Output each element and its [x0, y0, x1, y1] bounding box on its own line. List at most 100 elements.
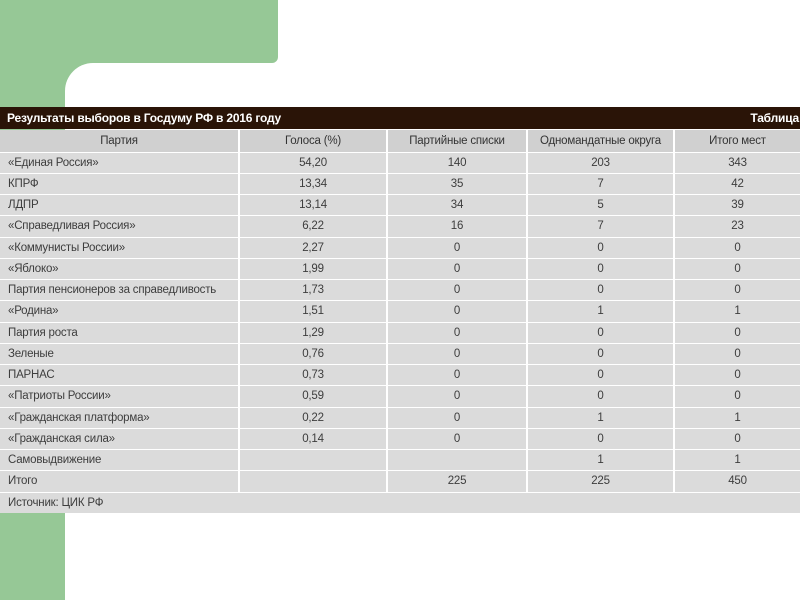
- cell-party: ЛДПР: [0, 195, 240, 216]
- green-accent-block: [0, 0, 278, 63]
- cell-votes-pct: 0,22: [240, 407, 388, 428]
- table-row: «Коммунисты России» 2,27 0 0 0: [0, 237, 800, 259]
- cell-party-lists: 0: [388, 258, 528, 279]
- cell-single-mandate: 1: [528, 407, 675, 428]
- cell-party: КПРФ: [0, 173, 240, 194]
- cell-single-mandate: 1: [528, 450, 675, 471]
- cell-party: Итого: [0, 471, 240, 492]
- cell-total-seats: 0: [734, 347, 741, 360]
- cell-party-lists: 0: [388, 428, 528, 449]
- source-label: Источник: ЦИК РФ: [8, 496, 104, 509]
- source-row: Источник: ЦИК РФ: [0, 492, 800, 513]
- cell-party-lists: [388, 450, 528, 471]
- cell-votes-pct: [240, 450, 388, 471]
- cell-single-mandate: 0: [528, 386, 675, 407]
- cell-total-seats: 42: [731, 177, 744, 190]
- cell-party-lists: 225: [388, 471, 528, 492]
- cell-total-seats: 0: [734, 241, 741, 254]
- cell-party-lists: 0: [388, 343, 528, 364]
- cell-votes-pct: 0,73: [240, 365, 388, 386]
- cell-single-mandate: 0: [528, 258, 675, 279]
- cell-party-lists: 0: [388, 280, 528, 301]
- cell-single-mandate: 7: [528, 173, 675, 194]
- cell-total-seats: 450: [728, 475, 747, 488]
- cell-total-seats: 1: [734, 305, 741, 318]
- cell-single-mandate: 0: [528, 322, 675, 343]
- cell-party-lists: 0: [388, 301, 528, 322]
- cell-single-mandate: 0: [528, 365, 675, 386]
- table-row: ЛДПР 13,14 34 5 39: [0, 195, 800, 217]
- cell-total-seats: 343: [728, 156, 747, 169]
- cell-party: «Яблоко»: [0, 258, 240, 279]
- cell-total-seats: 0: [734, 326, 741, 339]
- cell-votes-pct: 0,59: [240, 386, 388, 407]
- cell-party: Партия пенсионеров за справедливость: [0, 280, 240, 301]
- cell-votes-pct: 1,51: [240, 301, 388, 322]
- cell-total-seats: 1: [734, 454, 741, 467]
- cell-total-seats: 0: [734, 390, 741, 403]
- table-row: «Единая Россия» 54,20 140 203 343: [0, 152, 800, 174]
- cell-single-mandate: 1: [528, 301, 675, 322]
- table-row: «Справедливая Россия» 6,22 16 7 23: [0, 216, 800, 238]
- cell-total-seats: 0: [734, 369, 741, 382]
- cell-party-lists: 35: [388, 173, 528, 194]
- table-row: КПРФ 13,34 35 7 42: [0, 173, 800, 195]
- cell-total-seats: 0: [734, 284, 741, 297]
- cell-votes-pct: 0,14: [240, 428, 388, 449]
- cell-votes-pct: 1,29: [240, 322, 388, 343]
- cell-single-mandate: 225: [528, 471, 675, 492]
- table-title: Результаты выборов в Госдуму РФ в 2016 г…: [7, 111, 282, 125]
- cell-party-lists: 0: [388, 365, 528, 386]
- cell-total-seats: 0: [734, 432, 741, 445]
- cell-votes-pct: 1,73: [240, 280, 388, 301]
- table-row: Партия пенсионеров за справедливость 1,73…: [0, 280, 800, 302]
- cell-party-lists: 0: [388, 386, 528, 407]
- cell-party: Партия роста: [0, 322, 240, 343]
- table-row: «Родина» 1,51 0 1 1: [0, 301, 800, 323]
- cell-votes-pct: 13,14: [240, 195, 388, 216]
- table-row: Самовыдвижение 1 1: [0, 450, 800, 472]
- cell-party: «Родина»: [0, 301, 240, 322]
- cell-party-lists: 16: [388, 216, 528, 237]
- cell-votes-pct: 6,22: [240, 216, 388, 237]
- results-table: Результаты выборов в Госдуму РФ в 2016 г…: [0, 107, 800, 513]
- table-row: «Гражданская платформа» 0,22 0 1 1: [0, 407, 800, 429]
- cell-party: «Коммунисты России»: [0, 237, 240, 258]
- table-row: «Яблоко» 1,99 0 0 0: [0, 258, 800, 280]
- cell-party-lists: 140: [388, 152, 528, 173]
- cell-party-lists: 34: [388, 195, 528, 216]
- cell-votes-pct: 54,20: [240, 152, 388, 173]
- cell-single-mandate: 0: [528, 343, 675, 364]
- cell-votes-pct: [240, 471, 388, 492]
- column-header-votes-pct: Голоса (%): [240, 130, 388, 152]
- cell-votes-pct: 13,34: [240, 173, 388, 194]
- table-row: Зеленые 0,76 0 0 0: [0, 343, 800, 365]
- cell-total-seats: 0: [734, 262, 741, 275]
- table-body: «Единая Россия» 54,20 140 203 343 КПРФ 13,34 35…: [0, 152, 800, 493]
- table-title-bar: Результаты выборов в Госдуму РФ в 2016 г…: [0, 107, 800, 129]
- cell-single-mandate: 0: [528, 237, 675, 258]
- column-header-single-mandate: Одномандатные округа: [528, 130, 675, 152]
- cell-single-mandate: 7: [528, 216, 675, 237]
- cell-party: Зеленые: [0, 343, 240, 364]
- cell-party: «Единая Россия»: [0, 152, 240, 173]
- cell-votes-pct: 2,27: [240, 237, 388, 258]
- table-row: Партия роста 1,29 0 0 0: [0, 322, 800, 344]
- cell-total-seats: 23: [731, 220, 744, 233]
- table-row: ПАРНАС 0,73 0 0 0: [0, 365, 800, 387]
- cell-single-mandate: 0: [528, 428, 675, 449]
- cell-party: Самовыдвижение: [0, 450, 240, 471]
- column-header-total-seats: Итого мест: [709, 134, 766, 147]
- cell-party: «Справедливая Россия»: [0, 216, 240, 237]
- cell-total-seats: 39: [731, 199, 744, 212]
- column-header-party-lists: Партийные списки: [388, 130, 528, 152]
- cell-single-mandate: 203: [528, 152, 675, 173]
- cell-votes-pct: 1,99: [240, 258, 388, 279]
- table-corner-label: Таблица: [750, 111, 799, 125]
- cell-votes-pct: 0,76: [240, 343, 388, 364]
- table-row: «Гражданская сила» 0,14 0 0 0: [0, 428, 800, 450]
- table-row: Итого 225 225 450: [0, 471, 800, 493]
- cell-party-lists: 0: [388, 322, 528, 343]
- table-row: «Патриоты России» 0,59 0 0 0: [0, 386, 800, 408]
- cell-party: «Гражданская сила»: [0, 428, 240, 449]
